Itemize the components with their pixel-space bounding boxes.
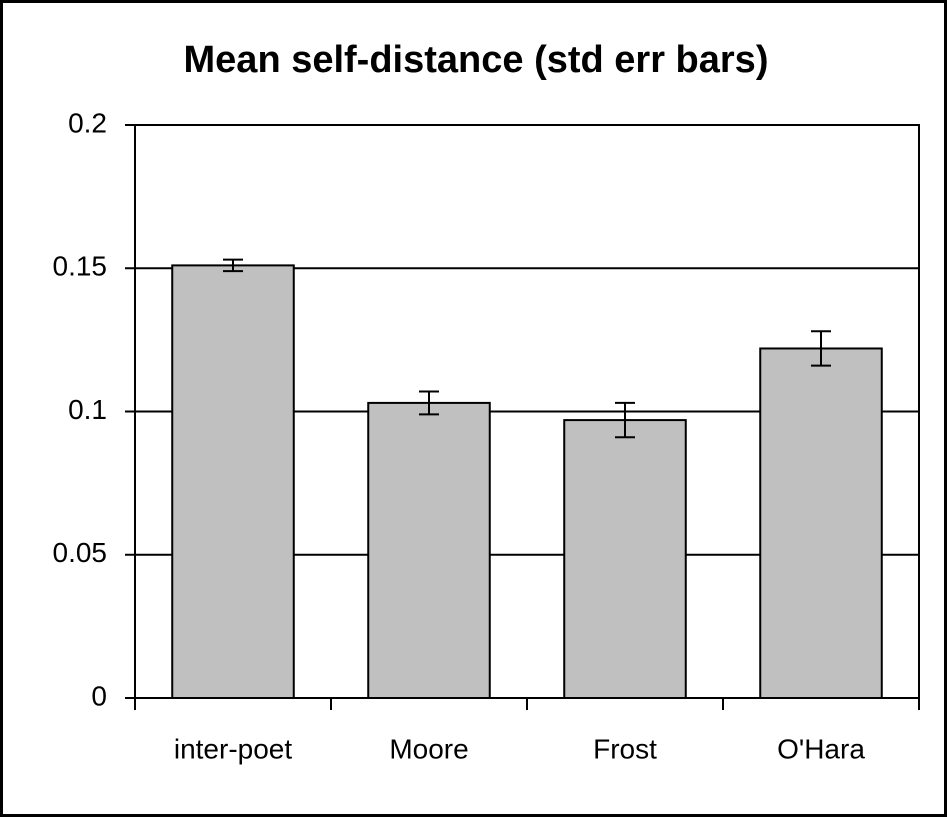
error-bar xyxy=(811,330,831,367)
x-tick-label: Moore xyxy=(389,733,468,764)
x-tick-label: Frost xyxy=(593,733,657,764)
y-tick-label: 0.05 xyxy=(53,537,108,568)
error-bar xyxy=(419,390,439,416)
error-bar xyxy=(615,401,635,439)
bar xyxy=(367,401,491,699)
y-tick-label: 0 xyxy=(91,680,107,711)
x-tick-label: O'Hara xyxy=(777,733,865,764)
y-tick-label: 0.2 xyxy=(68,107,107,138)
bar xyxy=(171,264,295,699)
x-tick-label: inter-poet xyxy=(174,733,293,764)
bar xyxy=(759,347,883,699)
bar xyxy=(563,419,687,699)
y-tick-label: 0.1 xyxy=(68,394,107,425)
y-tick-label: 0.15 xyxy=(53,251,108,282)
error-bar xyxy=(223,258,243,273)
chart-title: Mean self-distance (std err bars) xyxy=(184,39,769,81)
